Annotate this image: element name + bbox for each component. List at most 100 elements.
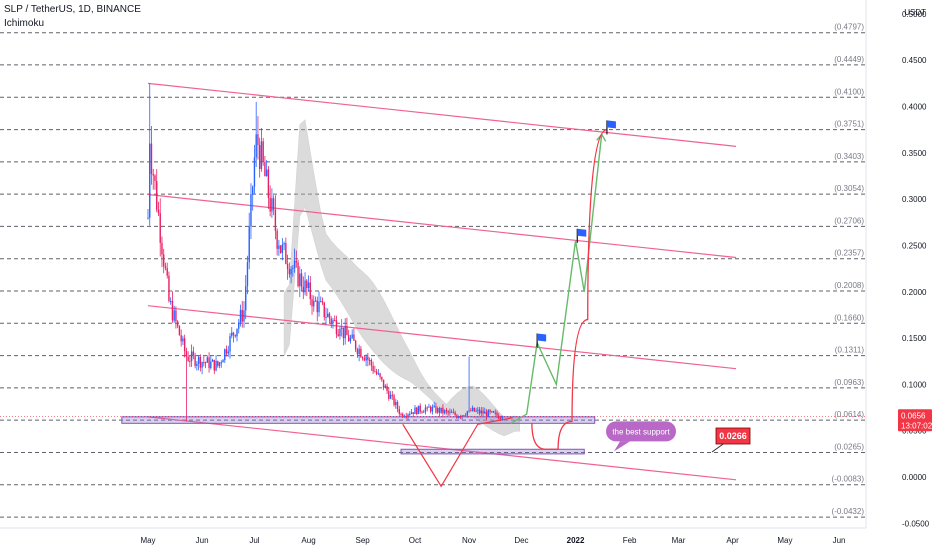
candle-body (445, 410, 448, 412)
candle-body (314, 300, 317, 302)
candle-body (238, 322, 240, 329)
countdown-label: 13:07:02 (901, 421, 932, 430)
candle-body (464, 415, 467, 417)
red-v-projection (402, 417, 513, 488)
candle-body (496, 412, 498, 416)
candle-body (443, 410, 446, 414)
candle-body (208, 357, 210, 369)
candle-body (283, 243, 285, 245)
candle-body (286, 263, 289, 270)
candle-body (381, 376, 383, 380)
price-tick-label: 0.4500 (902, 56, 927, 65)
candle-body (196, 363, 198, 366)
candle-body (442, 407, 444, 414)
flag-icon (606, 120, 616, 129)
candle-body (449, 411, 451, 413)
candle-body (480, 410, 482, 414)
candle-body (358, 348, 360, 355)
candle-body (211, 359, 214, 362)
flag-icon (537, 333, 547, 342)
indicator-label: Ichimoku (4, 18, 45, 29)
candle-body (311, 299, 313, 307)
candle-body (149, 143, 151, 218)
candle-body (337, 334, 339, 336)
candle-body (447, 411, 449, 413)
candle-body (295, 260, 298, 263)
candle-body (316, 300, 318, 313)
time-axis: May Jun Jul Aug Sep Oct Nov Dec 2022 Feb Mar Apr May… (0, 527, 866, 545)
price-tick-label: 0.4000 (902, 103, 927, 112)
candle-body (269, 197, 271, 212)
price-tick-label: 0.2500 (902, 241, 927, 250)
fib-level-label: (0.2357) (834, 249, 864, 258)
candle-body (318, 301, 320, 313)
candle-body (241, 309, 243, 322)
candle-body (224, 349, 226, 361)
candle-body (279, 245, 282, 253)
target-price-value: 0.0266 (719, 431, 747, 441)
candle-body (169, 301, 172, 303)
candle-body (206, 357, 209, 363)
callout-bubble (606, 421, 676, 442)
candle-body (163, 254, 165, 267)
candle-body (178, 326, 181, 336)
candle-body (187, 356, 189, 361)
time-tick-label: Aug (301, 536, 315, 545)
candle-body (189, 360, 191, 362)
candle-body (466, 411, 469, 416)
candle-body (463, 415, 465, 417)
fib-level-label: (0.2706) (834, 216, 864, 225)
price-tick-label: 0.3000 (902, 195, 927, 204)
candle-body (168, 275, 170, 302)
time-tick-label: Sep (356, 536, 371, 545)
candle-body (499, 418, 502, 420)
price-tick-label: -0.0500 (902, 519, 930, 528)
fib-level-label: (0.3054) (834, 184, 864, 193)
candle-body (346, 325, 348, 336)
candle-body (313, 301, 315, 307)
candle-body (159, 213, 161, 243)
candle-body (276, 230, 278, 249)
candle-body (325, 317, 327, 319)
candle-body (473, 407, 476, 412)
candle-body (367, 356, 369, 361)
candle-body (482, 410, 484, 414)
candle-body (272, 198, 275, 210)
time-tick-label: Jun (196, 536, 209, 545)
candle-body (403, 416, 406, 418)
candle-body (271, 198, 273, 212)
candle-body (457, 415, 460, 419)
channel-line (147, 193, 737, 259)
candle-body (182, 338, 184, 342)
candle-body (485, 411, 488, 417)
candle-body (176, 321, 179, 327)
fib-level-label: (0.3403) (834, 152, 864, 161)
candle-body (410, 412, 413, 414)
candle-body (321, 301, 324, 303)
candles (147, 83, 503, 422)
fib-level-label: (0.0614) (834, 410, 864, 419)
candle-body (245, 286, 247, 311)
candle-body (470, 410, 472, 412)
candle-body (344, 325, 346, 339)
candle-body (501, 416, 503, 419)
candle-body (468, 410, 470, 412)
fib-level-label: (0.1660) (834, 313, 864, 322)
candle-body (498, 415, 500, 419)
candle-body (262, 141, 264, 162)
candle-body (354, 340, 357, 350)
candle-body (252, 186, 254, 195)
candle-body (152, 174, 154, 176)
candle-body (459, 415, 462, 418)
candle-body (374, 371, 376, 373)
callout-text: the best support (612, 427, 670, 436)
red-parabola-projection (531, 129, 608, 450)
fib-level-label: (0.4449) (834, 55, 864, 64)
candle-body (365, 356, 367, 361)
ichimoku-cloud (283, 119, 520, 437)
candle-body (194, 355, 196, 366)
candle-body (429, 406, 432, 412)
symbol-title: SLP / TetherUS, 1D, BINANCE (4, 4, 141, 15)
